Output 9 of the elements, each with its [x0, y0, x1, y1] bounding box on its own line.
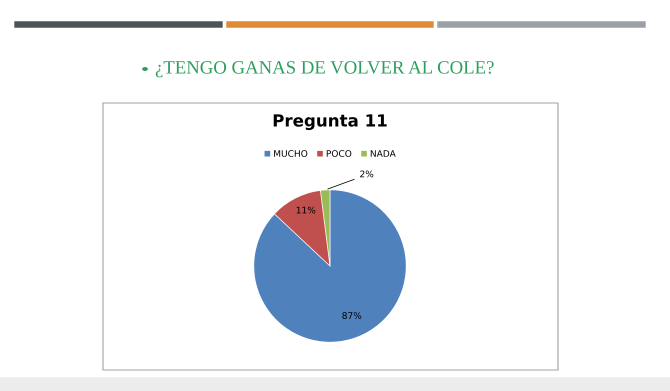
- chart-title: Pregunta 11: [274, 114, 387, 130]
- legend-label: POCO: [326, 150, 352, 157]
- data-label: 87%: [342, 312, 362, 319]
- pie-slice: [253, 189, 407, 343]
- legend-label: NADA: [370, 150, 396, 157]
- legend-label: MUCHO: [274, 150, 308, 157]
- data-label: 11%: [296, 206, 316, 214]
- text: ¿TENGO GANAS DE VOLVER AL COLE?: [156, 61, 494, 78]
- data-label: 2%: [360, 170, 374, 178]
